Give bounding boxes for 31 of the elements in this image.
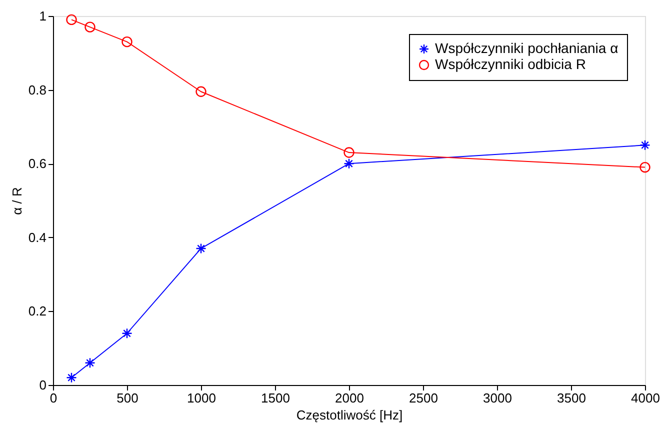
point: [122, 328, 132, 339]
point: [640, 140, 650, 150]
x-tick-label: 3000: [483, 390, 512, 406]
x-tick-label: 1000: [187, 390, 216, 406]
x-tick-label: 4000: [631, 390, 660, 406]
x-tick-label: 3500: [557, 390, 586, 406]
y-tick-label: 1: [39, 8, 46, 24]
point: [196, 243, 206, 254]
point: [344, 147, 354, 158]
x-axis-title: Częstotliwość [Hz]: [296, 408, 403, 422]
x-tick-label: 0: [50, 390, 58, 406]
point: [122, 36, 132, 48]
point: [66, 372, 77, 383]
legend-label: Współczynniki odbicia R: [435, 56, 586, 72]
x-tick-label: 2000: [335, 390, 364, 406]
y-tick-label: 0.4: [28, 230, 46, 245]
point: [344, 158, 354, 169]
point: [640, 162, 650, 173]
y-tick-label: 0.6: [28, 156, 46, 172]
point: [196, 86, 206, 97]
y-axis-title: α / R: [9, 187, 24, 215]
x-tick-label: 2500: [409, 390, 438, 406]
x-tick-label: 500: [116, 390, 138, 406]
y-tick-label: 0.2: [28, 304, 46, 319]
y-tick-label: 0: [39, 378, 46, 392]
point: [66, 14, 77, 26]
legend-label: Współczynniki pochłaniania α: [435, 40, 618, 56]
y-tick-label: 0.8: [28, 82, 46, 98]
point: [84, 358, 96, 368]
point: [84, 22, 96, 32]
x-tick-label: 1500: [261, 390, 290, 406]
